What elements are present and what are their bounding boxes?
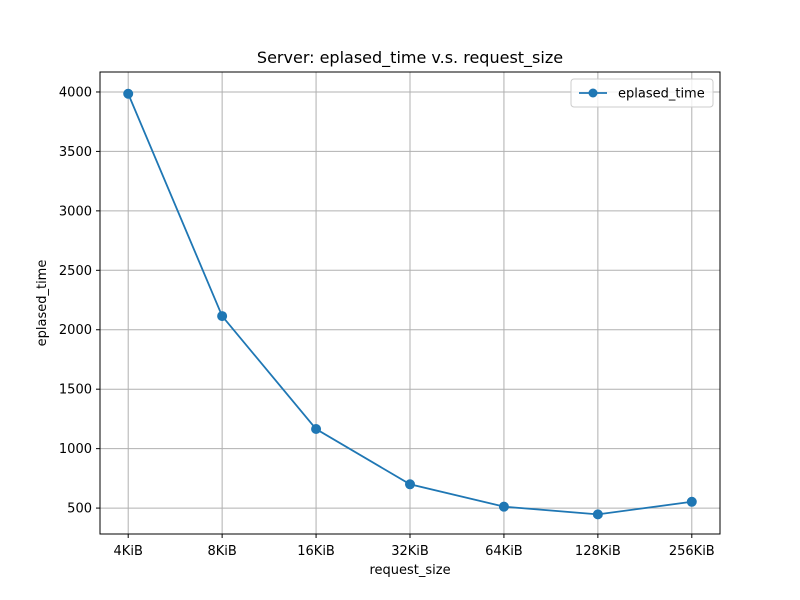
data-point <box>123 88 134 99</box>
x-tick-label: 8KiB <box>207 544 236 559</box>
data-point <box>217 311 228 322</box>
legend-box <box>570 78 714 108</box>
y-tick-label: 500 <box>67 502 92 517</box>
x-tick-label: 32KiB <box>391 544 429 559</box>
x-tick-label: 256KiB <box>669 544 715 559</box>
legend-marker <box>588 88 598 98</box>
y-tick-label: 1500 <box>59 383 92 398</box>
y-tick-label: 2000 <box>59 323 92 338</box>
x-axis-label: request_size <box>369 563 450 578</box>
legend-label: eplased_time <box>618 87 705 102</box>
y-tick-label: 3500 <box>59 145 92 160</box>
ticks: 4KiB 8KiB 16KiB 32KiB 64KiB 128KiB 256KiB 500 10… <box>59 85 715 559</box>
x-tick-label: 4KiB <box>114 544 143 559</box>
y-tick-label: 4000 <box>59 85 92 100</box>
y-tick-label: 3000 <box>59 204 92 219</box>
x-tick-label: 128KiB <box>575 544 621 559</box>
data-point <box>498 501 509 512</box>
grid <box>100 72 720 534</box>
data-point <box>311 424 322 435</box>
data-point <box>686 496 697 507</box>
y-tick-label: 1000 <box>59 442 92 457</box>
x-tick-label: 64KiB <box>485 544 523 559</box>
chart-title: Server: eplased_time v.s. request_size <box>257 48 563 68</box>
data-point <box>405 479 415 490</box>
legend: eplased_time <box>570 78 714 108</box>
x-tick-label: 16KiB <box>297 544 335 559</box>
data-point <box>592 509 603 520</box>
y-tick-label: 2500 <box>59 264 92 279</box>
y-axis-label: eplased_time <box>35 260 50 347</box>
series-layer <box>123 88 697 520</box>
